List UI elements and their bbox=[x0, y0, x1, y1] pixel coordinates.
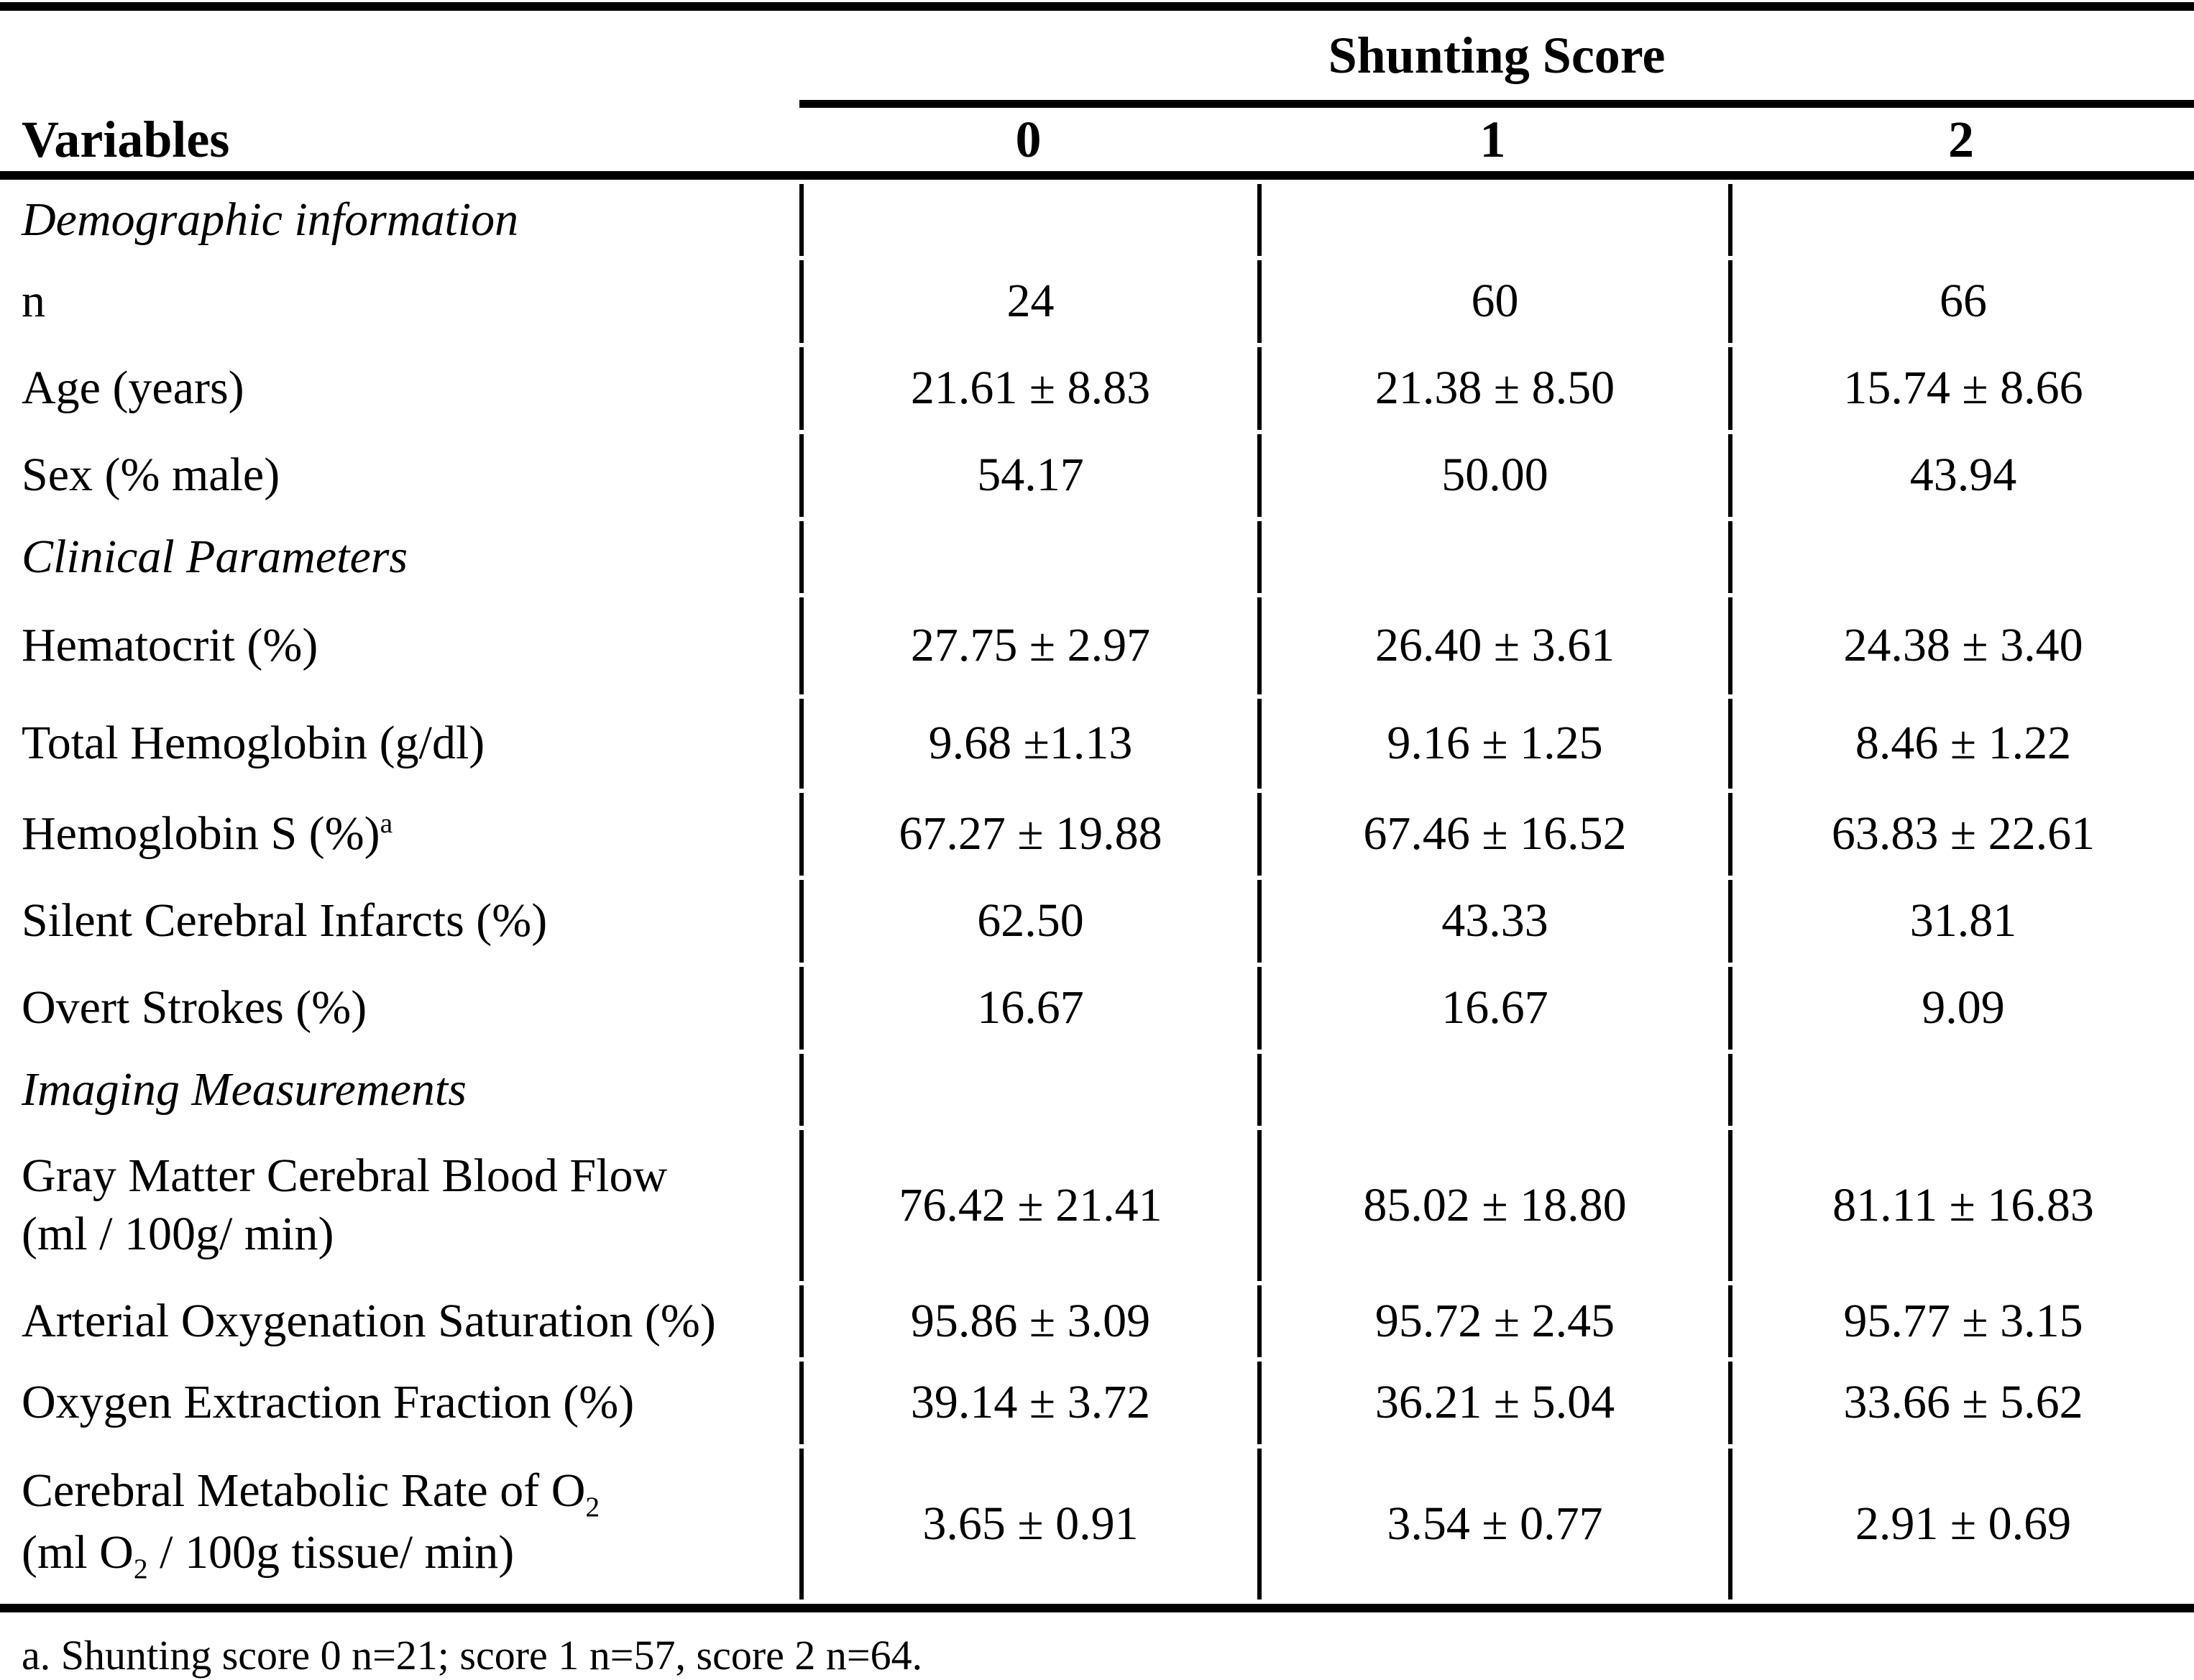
cell: 15.74 ± 8.66 bbox=[1728, 347, 2194, 430]
cell: 3.54 ± 0.77 bbox=[1257, 1449, 1728, 1599]
cell: 85.02 ± 18.80 bbox=[1257, 1130, 1728, 1281]
header-spacer bbox=[0, 11, 799, 108]
header-bottom-rule bbox=[0, 171, 2194, 180]
cell bbox=[799, 1054, 1257, 1126]
row-label: Sex (% male) bbox=[22, 449, 280, 502]
cell: 33.66 ± 5.62 bbox=[1728, 1362, 2194, 1444]
cell: 66 bbox=[1728, 260, 2194, 343]
cell: 27.75 ± 2.97 bbox=[799, 597, 1257, 694]
cell: 62.50 bbox=[799, 880, 1257, 963]
top-rule bbox=[0, 2, 2194, 11]
data-table: Demographic information n 24 60 66 Age (… bbox=[0, 180, 2194, 1604]
cell: 9.16 ± 1.25 bbox=[1257, 699, 1728, 789]
cell: 21.38 ± 8.50 bbox=[1257, 347, 1728, 430]
row-label-line1: Cerebral Metabolic Rate of O2 bbox=[22, 1464, 600, 1523]
table-row-hematocrit: Hematocrit (%) 27.75 ± 2.97 26.40 ± 3.61… bbox=[0, 597, 2194, 694]
cell: 39.14 ± 3.72 bbox=[799, 1362, 1257, 1444]
section-label: Clinical Parameters bbox=[22, 530, 408, 583]
cell bbox=[799, 521, 1257, 593]
cell: 95.72 ± 2.45 bbox=[1257, 1285, 1728, 1357]
row-label-line1: Gray Matter Cerebral Blood Flow bbox=[22, 1149, 668, 1203]
cell: 43.94 bbox=[1728, 434, 2194, 517]
cell bbox=[1728, 521, 2194, 593]
cell: 76.42 ± 21.41 bbox=[799, 1130, 1257, 1281]
column-header-score-0: 0 bbox=[1015, 110, 1042, 168]
row-label-line2: (ml / 100g/ min) bbox=[22, 1208, 334, 1260]
cell: 3.65 ± 0.91 bbox=[799, 1449, 1257, 1599]
section-row-demographic: Demographic information bbox=[0, 184, 2194, 256]
cell bbox=[799, 184, 1257, 256]
cell: 36.21 ± 5.04 bbox=[1257, 1362, 1728, 1444]
cell: 95.77 ± 3.15 bbox=[1728, 1285, 2194, 1357]
cell bbox=[1728, 184, 2194, 256]
cell: 67.46 ± 16.52 bbox=[1257, 793, 1728, 876]
row-label: Silent Cerebral Infarcts (%) bbox=[22, 894, 548, 947]
header-group-row: Shunting Score bbox=[0, 11, 2194, 108]
row-label: Arterial Oxygenation Saturation (%) bbox=[22, 1294, 716, 1347]
cell: 2.91 ± 0.69 bbox=[1728, 1449, 2194, 1599]
cell: 8.46 ± 1.22 bbox=[1728, 699, 2194, 789]
row-label: Cerebral Metabolic Rate of O2 (ml O2 / 1… bbox=[0, 1449, 799, 1599]
cell: 50.00 bbox=[1257, 434, 1728, 517]
cell: 16.67 bbox=[799, 967, 1257, 1050]
row-label-line2: (ml O2 / 100g tissue/ min) bbox=[22, 1526, 515, 1585]
table-row-sex: Sex (% male) 54.17 50.00 43.94 bbox=[0, 434, 2194, 517]
row-label: Gray Matter Cerebral Blood Flow (ml / 10… bbox=[0, 1130, 799, 1281]
group-header-shunting-score: Shunting Score bbox=[799, 11, 2194, 108]
column-header-score-2: 2 bbox=[1948, 110, 1974, 168]
section-row-clinical: Clinical Parameters bbox=[0, 521, 2194, 593]
cell: 54.17 bbox=[799, 434, 1257, 517]
table-row-hemoglobin-s: Hemoglobin S (%)a 67.27 ± 19.88 67.46 ± … bbox=[0, 793, 2194, 876]
cell bbox=[1728, 1054, 2194, 1126]
table-row-oxygen-extraction: Oxygen Extraction Fraction (%) 39.14 ± 3… bbox=[0, 1362, 2194, 1444]
footnote-marker: a bbox=[380, 807, 393, 840]
section-label: Imaging Measurements bbox=[22, 1062, 467, 1116]
cell: 9.68 ±1.13 bbox=[799, 699, 1257, 789]
column-header-variables: Variables bbox=[22, 110, 230, 168]
table-row-gray-matter-cbf: Gray Matter Cerebral Blood Flow (ml / 10… bbox=[0, 1130, 2194, 1281]
table-footnote: a. Shunting score 0 n=21; score 1 n=57, … bbox=[22, 1632, 923, 1679]
cell: 24.38 ± 3.40 bbox=[1728, 597, 2194, 694]
cell: 63.83 ± 22.61 bbox=[1728, 793, 2194, 876]
cell: 26.40 ± 3.61 bbox=[1257, 597, 1728, 694]
table-row-total-hemoglobin: Total Hemoglobin (g/dl) 9.68 ±1.13 9.16 … bbox=[0, 699, 2194, 789]
row-label: n bbox=[22, 275, 45, 328]
section-row-imaging: Imaging Measurements bbox=[0, 1054, 2194, 1126]
header-labels-row: Variables 0 1 2 bbox=[0, 108, 2194, 171]
cell: 60 bbox=[1257, 260, 1728, 343]
section-label: Demographic information bbox=[22, 193, 519, 246]
cell: 81.11 ± 16.83 bbox=[1728, 1130, 2194, 1281]
cell: 9.09 bbox=[1728, 967, 2194, 1050]
row-label: Overt Strokes (%) bbox=[22, 981, 367, 1034]
row-label: Total Hemoglobin (g/dl) bbox=[22, 717, 485, 770]
row-label: Hemoglobin S (%)a bbox=[0, 793, 799, 876]
bottom-rule bbox=[0, 1604, 2194, 1612]
cell: 43.33 bbox=[1257, 880, 1728, 963]
cell bbox=[1257, 184, 1728, 256]
cell: 24 bbox=[799, 260, 1257, 343]
row-label: Age (years) bbox=[22, 362, 244, 415]
cell: 95.86 ± 3.09 bbox=[799, 1285, 1257, 1357]
row-label: Hematocrit (%) bbox=[22, 619, 318, 672]
cell bbox=[1257, 1054, 1728, 1126]
cell: 16.67 bbox=[1257, 967, 1728, 1050]
cell bbox=[1257, 521, 1728, 593]
o2-subscript: 2 bbox=[133, 1553, 148, 1585]
table-row-age: Age (years) 21.61 ± 8.83 21.38 ± 8.50 15… bbox=[0, 347, 2194, 430]
table-row-silent-cerebral-infarcts: Silent Cerebral Infarcts (%) 62.50 43.33… bbox=[0, 880, 2194, 963]
row-label: Oxygen Extraction Fraction (%) bbox=[22, 1376, 635, 1429]
cell: 31.81 bbox=[1728, 880, 2194, 963]
column-header-score-1: 1 bbox=[1479, 110, 1506, 168]
table-row-cerebral-metabolic-rate: Cerebral Metabolic Rate of O2 (ml O2 / 1… bbox=[0, 1449, 2194, 1599]
o2-subscript: 2 bbox=[585, 1490, 600, 1523]
table-row-arterial-oxygenation: Arterial Oxygenation Saturation (%) 95.8… bbox=[0, 1285, 2194, 1357]
cell: 67.27 ± 19.88 bbox=[799, 793, 1257, 876]
table-row-overt-strokes: Overt Strokes (%) 16.67 16.67 9.09 bbox=[0, 967, 2194, 1050]
row-label-text: Hemoglobin S (%) bbox=[22, 807, 380, 860]
cell: 21.61 ± 8.83 bbox=[799, 347, 1257, 430]
table-row-n: n 24 60 66 bbox=[0, 260, 2194, 343]
